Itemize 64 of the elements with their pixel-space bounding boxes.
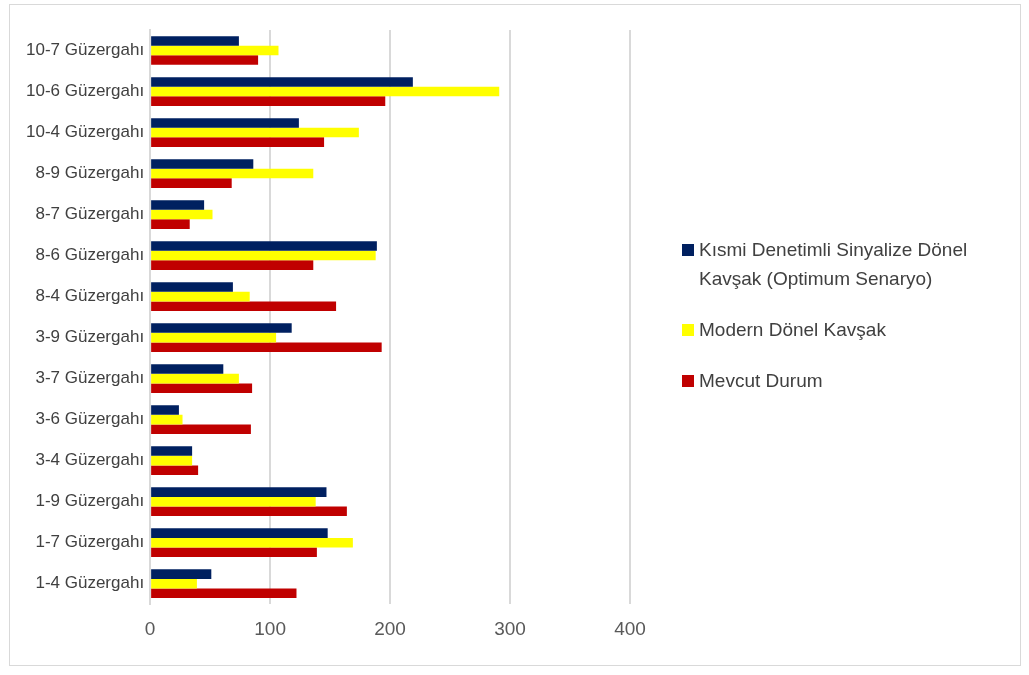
x-tick-label: 200 (374, 617, 406, 639)
legend-label: Kısmi Denetimli Sinyalize Dönel Kavşak (Optimum Senaryo) (699, 238, 969, 291)
bar (151, 209, 213, 220)
bar (151, 528, 328, 538)
y-tick-label: 10-6 Güzergahı (25, 81, 145, 101)
bar (151, 578, 197, 589)
bar (151, 36, 239, 46)
y-tick-label: 1-9 Güzergahı (35, 491, 145, 511)
bar (151, 537, 353, 548)
bar (151, 86, 500, 97)
y-tick-label: 3-7 Güzergahı (35, 368, 145, 388)
bar (151, 219, 190, 229)
legend-label: Modern Dönel Kavşak (699, 318, 886, 342)
bar (151, 282, 233, 292)
bar (151, 241, 377, 251)
bar (151, 118, 299, 128)
y-tick-label: 10-4 Güzergahı (25, 122, 145, 142)
bar (151, 332, 277, 343)
y-tick-label: 8-6 Güzergahı (35, 245, 145, 265)
bar (151, 250, 376, 261)
bar (151, 342, 382, 352)
bar (151, 424, 251, 434)
bar (151, 200, 205, 210)
y-tick-label: 1-4 Güzergahı (35, 573, 145, 593)
bar (151, 588, 297, 599)
bar (151, 168, 314, 179)
bar (151, 301, 337, 311)
y-tick-label: 1-7 Güzergahı (35, 532, 145, 552)
bar (151, 383, 253, 393)
x-tick-label: 300 (494, 617, 526, 639)
legend-label: Mevcut Durum (699, 369, 823, 393)
y-tick-label: 3-9 Güzergahı (35, 327, 145, 347)
bar (151, 137, 325, 147)
x-tick-label: 400 (614, 617, 646, 639)
y-tick-label: 8-4 Güzergahı (35, 286, 145, 306)
bar (151, 487, 327, 497)
bar (151, 127, 359, 138)
bar (151, 77, 413, 87)
bar (151, 45, 279, 56)
y-tick-label: 10-7 Güzergahı (25, 40, 145, 60)
y-tick-label: 8-7 Güzergahı (35, 204, 145, 224)
bar (151, 364, 224, 374)
bar (151, 569, 212, 579)
bar (151, 496, 316, 507)
bar (151, 159, 254, 169)
x-tick-label: 100 (254, 617, 286, 639)
bar (151, 547, 317, 558)
bar (151, 291, 250, 302)
bar (151, 260, 314, 270)
y-tick-label: 8-9 Güzergahı (35, 163, 145, 183)
bar (151, 96, 386, 106)
bar (151, 323, 292, 333)
bar (151, 373, 239, 384)
x-tick-label: 0 (144, 617, 156, 639)
bar (151, 405, 179, 415)
y-tick-label: 3-4 Güzergahı (35, 450, 145, 470)
bar (151, 55, 259, 65)
y-tick-label: 3-6 Güzergahı (35, 409, 145, 429)
bar (151, 455, 193, 466)
bar (151, 506, 347, 517)
bar (151, 414, 183, 425)
bar (151, 178, 232, 188)
bar (151, 465, 199, 476)
bar (151, 446, 193, 456)
